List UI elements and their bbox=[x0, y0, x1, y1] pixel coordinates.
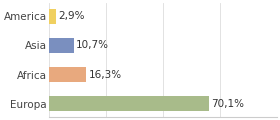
Bar bbox=[49, 38, 74, 53]
Bar bbox=[49, 96, 209, 111]
Text: 70,1%: 70,1% bbox=[211, 99, 244, 109]
Bar bbox=[49, 67, 87, 82]
Text: 16,3%: 16,3% bbox=[89, 70, 122, 80]
Text: 10,7%: 10,7% bbox=[76, 40, 109, 50]
Text: 2,9%: 2,9% bbox=[58, 11, 85, 21]
Bar bbox=[49, 9, 56, 24]
